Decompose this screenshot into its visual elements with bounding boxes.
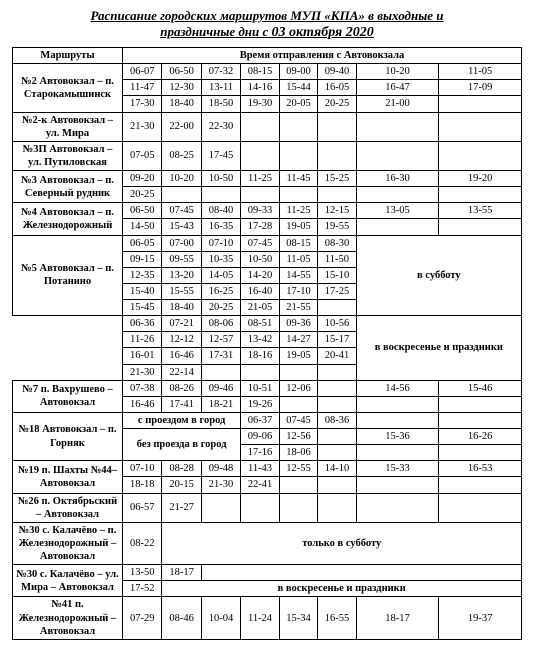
r5-saturday-note: в субботу [356, 235, 521, 316]
title-line2: праздничные дни с [160, 24, 271, 39]
schedule-table: Маршруты Время отправления с Автовокзала… [12, 47, 522, 640]
header-times: Время отправления с Автовокзала [123, 48, 522, 64]
title-date: 03 октября 2020 [272, 25, 374, 40]
header-routes: Маршруты [13, 48, 123, 64]
route-5: №5 Автовокзал – п. Потанино [13, 235, 123, 316]
route-30a: №30 с. Калачёво – п. Железнодорожный – А… [13, 522, 123, 564]
title-line1: Расписание городских маршрутов МУП «КПА»… [91, 8, 444, 23]
r18-note2: без проезда в город [123, 429, 241, 461]
r18-note1: с проездом в город [123, 412, 241, 428]
route-18: №18 Автовокзал – п. Горняк [13, 412, 123, 460]
route-4: №4 Автовокзал – п. Железнодорожный [13, 203, 123, 235]
route-41: №41 п. Железнодорожный – Автовокзал [13, 597, 123, 639]
route-26: №26 п. Октябрьский – Автовокзал [13, 493, 123, 522]
route-2: №2 Автовокзал – п. Старокамышинск [13, 64, 123, 112]
route-3: №3 Автовокзал – п. Северный рудник [13, 171, 123, 203]
route-7: №7 п. Вахрушево – Автовокзал [13, 380, 123, 412]
route-30b: №30 с. Калачёво – ул. Мира – Автовокзал [13, 565, 123, 597]
r30a-note: только в субботу [162, 522, 522, 564]
route-2k: №2-к Автовокзал – ул. Мира [13, 112, 123, 141]
r30b-note: в воскресенье и праздники [162, 581, 522, 597]
r5-sunday-note: в воскресенье и праздники [356, 316, 521, 381]
route-19: №19 п. Шахты №44– Автовокзал [13, 461, 123, 493]
route-3p: №3П Автовокзал – ул. Путиловская [13, 141, 123, 170]
